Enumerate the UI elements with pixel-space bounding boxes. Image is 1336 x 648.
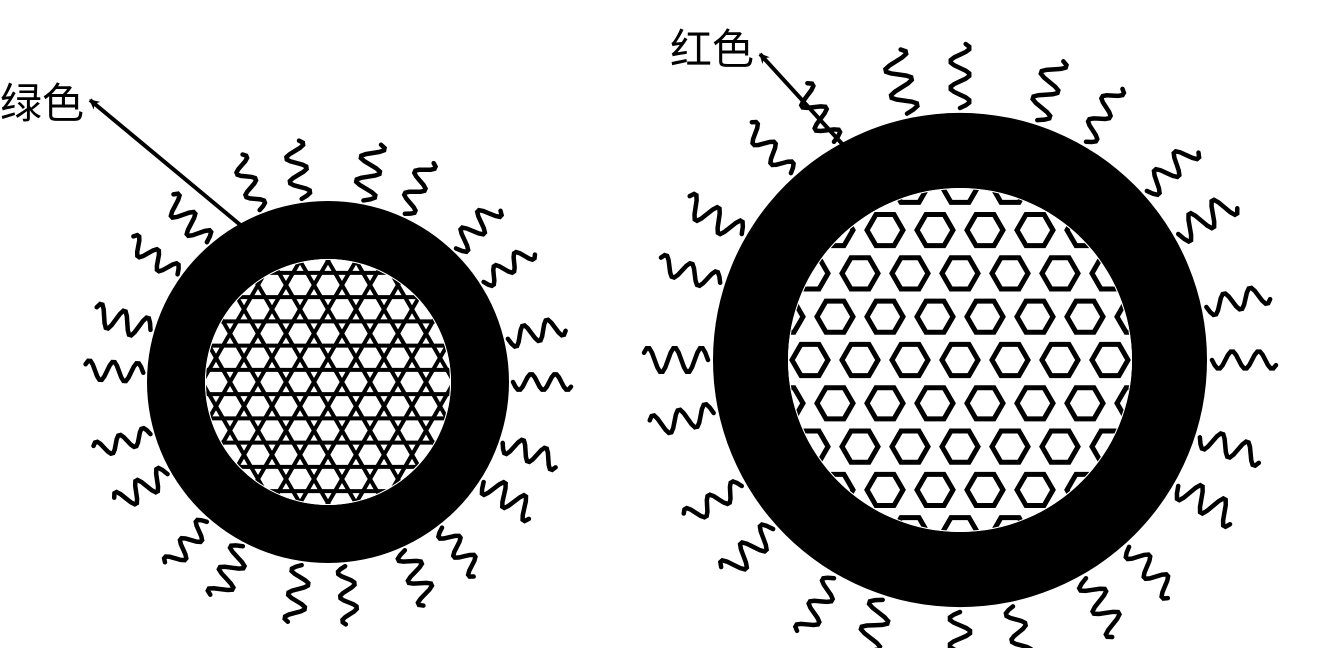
- ligand-squiggle: [795, 578, 834, 631]
- ligand-squiggle: [482, 482, 529, 521]
- ligand-squiggle: [508, 320, 566, 347]
- ligand-squiggle: [752, 122, 794, 173]
- ligand-squiggle: [97, 304, 151, 335]
- ligand-squiggle: [237, 154, 265, 210]
- ligand-squiggle: [720, 525, 773, 570]
- ligand-squiggle: [951, 44, 969, 108]
- ligand-squiggle: [404, 163, 435, 214]
- ligand-squiggle: [1147, 151, 1199, 195]
- ligand-squiggle: [650, 404, 714, 433]
- ligand-squiggle: [1033, 61, 1067, 120]
- ligand-squiggle: [853, 600, 888, 648]
- ligand-squiggle: [1126, 547, 1168, 599]
- ligand-squiggle: [171, 194, 211, 242]
- particle-right: [644, 44, 1276, 648]
- particle-diagram-svg: [0, 0, 1336, 648]
- ligand-squiggle: [885, 50, 917, 114]
- ligand-squiggle: [456, 210, 502, 252]
- ligand-squiggle: [690, 194, 743, 234]
- ligand-squiggle: [164, 520, 207, 562]
- pointer-arrow: [90, 100, 244, 228]
- ligand-squiggle: [1200, 433, 1259, 465]
- ligand-squiggle: [114, 468, 167, 504]
- ligand-squiggle: [94, 428, 151, 454]
- ligand-squiggle: [1206, 288, 1270, 315]
- ligand-squiggle: [356, 145, 384, 201]
- ligand-squiggle: [950, 612, 970, 648]
- ligand-squiggle: [285, 565, 309, 622]
- ligand-squiggle: [86, 361, 144, 381]
- ligand-squiggle: [1212, 352, 1276, 369]
- ligand-squiggle: [398, 550, 432, 605]
- ligand-squiggle: [438, 528, 475, 577]
- ligand-squiggle: [1006, 606, 1031, 648]
- ligand-squiggle: [684, 481, 742, 517]
- ligand-squiggle: [338, 566, 357, 624]
- particle-left: [86, 100, 571, 624]
- ligand-squiggle: [1178, 200, 1237, 242]
- ligand-squiggle: [1086, 89, 1124, 142]
- ligand-squiggle: [484, 252, 535, 286]
- ligand-squiggle: [503, 440, 556, 470]
- diagram-canvas: 绿色 红色: [0, 0, 1336, 648]
- ligand-squiggle: [644, 348, 708, 371]
- ligand-squiggle: [208, 545, 245, 594]
- ligand-squiggle: [1177, 485, 1230, 527]
- ligand-squiggle: [133, 235, 178, 274]
- ligand-squiggle: [661, 255, 720, 286]
- ligand-squiggle: [286, 141, 310, 199]
- ligand-squiggle: [1079, 578, 1119, 637]
- ligand-squiggle: [513, 374, 571, 389]
